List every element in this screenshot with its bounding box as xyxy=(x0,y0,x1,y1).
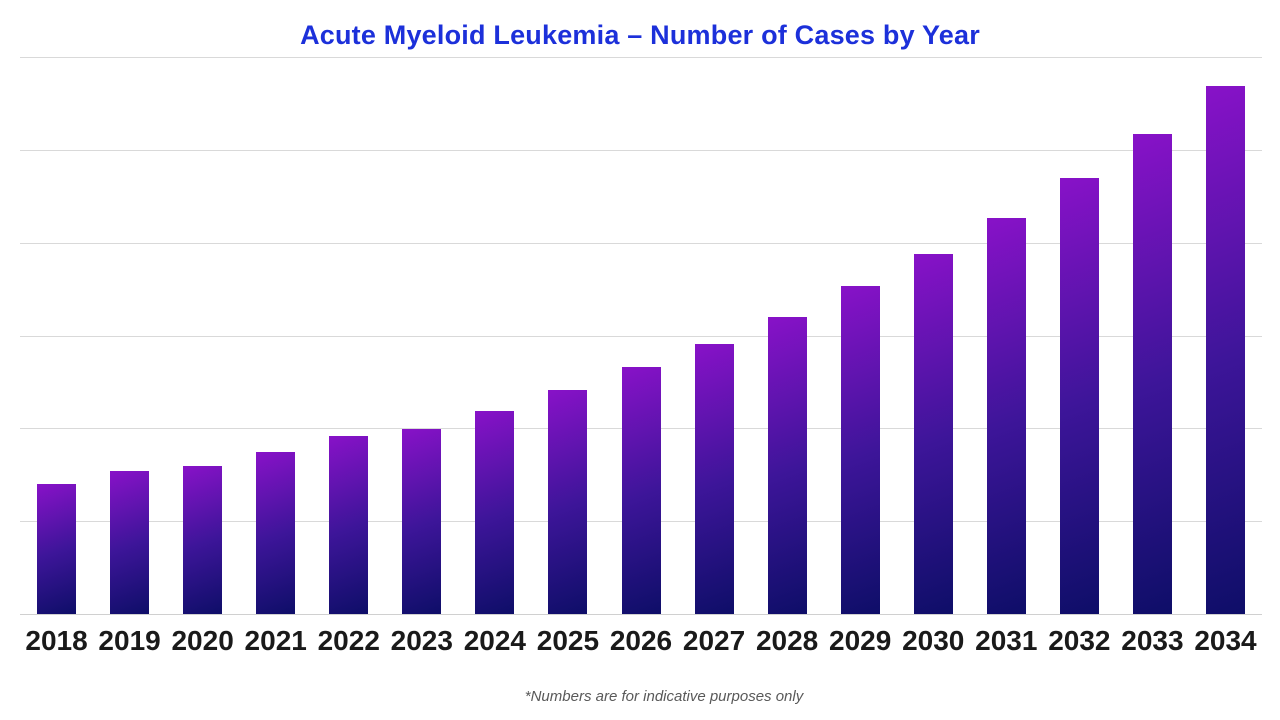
x-tick-label-2030: 2030 xyxy=(902,625,965,656)
x-tick-label-2031: 2031 xyxy=(975,625,1038,656)
bar-2023 xyxy=(402,429,442,614)
bar-2020 xyxy=(183,466,223,614)
x-tick-label-2033: 2033 xyxy=(1121,625,1184,656)
bar-2019 xyxy=(110,471,150,614)
x-tick-label-2034: 2034 xyxy=(1194,625,1257,656)
chart-title: Acute Myeloid Leukemia – Number of Cases… xyxy=(300,20,980,50)
bar-2034 xyxy=(1205,85,1245,614)
gridline xyxy=(20,242,1262,244)
bar-2031 xyxy=(986,217,1026,614)
x-tick-label-2022: 2022 xyxy=(317,625,380,656)
x-tick-label-2026: 2026 xyxy=(609,625,673,656)
bar-2030 xyxy=(913,253,953,614)
bar-2025 xyxy=(548,390,588,614)
x-tick-label-2029: 2029 xyxy=(829,625,892,656)
x-tick-label-2021: 2021 xyxy=(244,625,307,656)
gridline xyxy=(20,149,1262,151)
x-tick-label-2028: 2028 xyxy=(755,625,819,656)
bar-2033 xyxy=(1132,134,1172,614)
bar-2028 xyxy=(767,316,807,614)
x-tick-label-2020: 2020 xyxy=(171,625,234,656)
x-tick-label-2027: 2027 xyxy=(682,625,746,656)
bar-2027 xyxy=(694,343,734,614)
footnote: *Numbers are for indicative purposes onl… xyxy=(524,688,804,705)
bar-2021 xyxy=(256,452,296,614)
x-tick-label-2032: 2032 xyxy=(1048,625,1111,656)
x-tick-label-2025: 2025 xyxy=(536,625,600,656)
x-tick-label-2018: 2018 xyxy=(25,625,88,656)
x-axis-tick-labels: 2018 2019 2020 2021 2022 2023 2024 2025 2026 2027… xyxy=(20,625,1262,661)
bar-2029 xyxy=(840,286,880,614)
gridline xyxy=(20,335,1262,337)
bar-2032 xyxy=(1059,177,1099,614)
x-tick-label-2023: 2023 xyxy=(390,625,453,656)
bar-2024 xyxy=(475,410,515,614)
gridline xyxy=(20,57,1262,58)
bar-2022 xyxy=(329,435,369,614)
plot-area xyxy=(20,57,1262,615)
bar-2018 xyxy=(37,484,77,614)
x-tick-label-2019: 2019 xyxy=(98,625,161,656)
bar-2026 xyxy=(621,367,661,614)
x-tick-label-2024: 2024 xyxy=(463,625,527,656)
x-axis-line xyxy=(20,614,1262,615)
